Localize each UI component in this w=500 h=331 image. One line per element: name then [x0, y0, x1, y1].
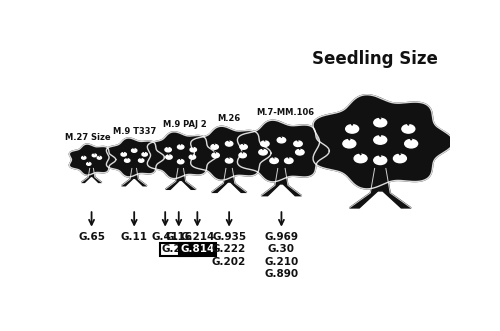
- Polygon shape: [148, 132, 217, 179]
- Polygon shape: [70, 144, 116, 175]
- Circle shape: [82, 156, 86, 159]
- Polygon shape: [212, 168, 247, 192]
- Circle shape: [346, 125, 358, 133]
- Circle shape: [239, 153, 246, 158]
- Circle shape: [402, 125, 415, 133]
- Circle shape: [240, 144, 248, 149]
- Text: G.16: G.16: [165, 232, 192, 242]
- Text: M.9 T337: M.9 T337: [112, 127, 156, 136]
- Circle shape: [394, 154, 406, 163]
- Circle shape: [260, 141, 269, 147]
- Text: G.214: G.214: [180, 232, 214, 242]
- Circle shape: [226, 141, 233, 146]
- Polygon shape: [122, 168, 147, 186]
- Circle shape: [211, 144, 218, 149]
- Circle shape: [284, 158, 293, 164]
- Circle shape: [354, 154, 367, 163]
- Circle shape: [374, 156, 386, 165]
- Text: G.11: G.11: [120, 232, 148, 242]
- Text: M.26: M.26: [218, 114, 241, 123]
- Polygon shape: [106, 138, 164, 177]
- Circle shape: [86, 163, 91, 165]
- Circle shape: [142, 153, 148, 156]
- Circle shape: [343, 139, 356, 148]
- Text: M.9 PAJ 2: M.9 PAJ 2: [162, 120, 206, 129]
- Polygon shape: [190, 126, 271, 180]
- Circle shape: [97, 156, 102, 159]
- Polygon shape: [166, 168, 196, 189]
- Circle shape: [259, 149, 268, 155]
- Circle shape: [189, 155, 196, 159]
- Text: G.969: G.969: [264, 232, 298, 242]
- Circle shape: [190, 148, 196, 152]
- Circle shape: [374, 118, 386, 127]
- Polygon shape: [82, 168, 102, 182]
- Text: G.814: G.814: [180, 244, 214, 255]
- Circle shape: [132, 149, 137, 152]
- Polygon shape: [313, 95, 454, 189]
- Circle shape: [294, 141, 302, 147]
- Circle shape: [226, 158, 233, 163]
- Circle shape: [124, 159, 130, 162]
- Polygon shape: [350, 168, 411, 208]
- Polygon shape: [261, 168, 302, 196]
- Text: G.65: G.65: [78, 232, 105, 242]
- Text: G.30: G.30: [268, 244, 295, 255]
- Circle shape: [178, 160, 184, 164]
- Circle shape: [165, 148, 172, 152]
- Text: Seedling Size: Seedling Size: [312, 50, 438, 68]
- Text: G.890: G.890: [264, 269, 298, 279]
- Text: G.935: G.935: [212, 232, 246, 242]
- Text: M.27 Size: M.27 Size: [65, 133, 110, 142]
- Circle shape: [138, 159, 144, 162]
- Circle shape: [92, 154, 96, 157]
- Circle shape: [296, 149, 304, 155]
- Circle shape: [121, 153, 126, 156]
- Text: G.202: G.202: [212, 257, 246, 266]
- Text: G.210: G.210: [264, 257, 298, 266]
- Polygon shape: [238, 120, 330, 182]
- Circle shape: [374, 136, 386, 144]
- Circle shape: [212, 153, 220, 158]
- Text: G.41: G.41: [152, 232, 179, 242]
- Circle shape: [270, 158, 278, 164]
- Circle shape: [277, 137, 285, 143]
- Circle shape: [178, 145, 184, 149]
- Circle shape: [166, 155, 172, 159]
- Text: G.213: G.213: [162, 244, 196, 255]
- Text: M.7-MM.106: M.7-MM.106: [256, 108, 314, 117]
- Text: G.222: G.222: [212, 244, 246, 255]
- Circle shape: [404, 139, 417, 148]
